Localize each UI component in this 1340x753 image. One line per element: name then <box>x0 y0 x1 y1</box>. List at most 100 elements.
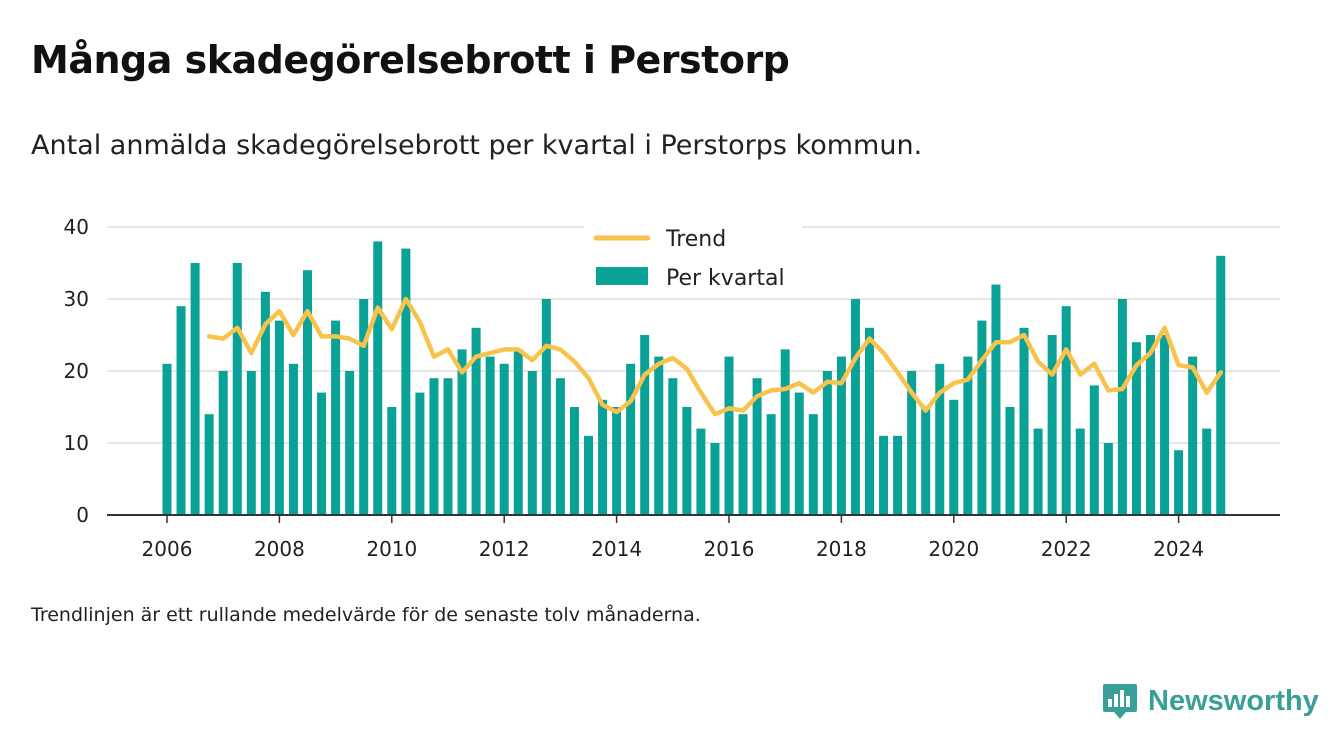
trend-line <box>206 296 1224 417</box>
bar <box>513 349 523 515</box>
brand[interactable]: Newsworthy <box>1102 682 1319 720</box>
x-tick-label: 2018 <box>816 537 867 560</box>
bar <box>865 327 874 515</box>
bar <box>331 320 341 515</box>
x-tick-label: 2014 <box>591 537 642 560</box>
bar <box>471 327 481 515</box>
chart-subtitle: Antal anmälda skadegörelsebrott per kvar… <box>31 130 923 161</box>
bar <box>794 392 804 515</box>
bar <box>1103 443 1113 515</box>
bar <box>836 356 846 515</box>
bar <box>527 371 537 515</box>
bar <box>682 407 692 515</box>
chart: 0 10 20 30 40 2006 2008 2010 2012 2014 2016 2018 20… <box>64 215 1280 560</box>
bar <box>569 407 579 515</box>
bar <box>822 371 832 515</box>
newsworthy-logo-icon <box>1103 684 1137 719</box>
bar <box>921 407 931 515</box>
bar <box>345 371 355 515</box>
bar <box>190 263 200 515</box>
bar <box>935 363 945 515</box>
bar <box>204 414 214 515</box>
bar <box>176 306 186 515</box>
bar <box>1075 428 1085 515</box>
footnote: Trendlinjen är ett rullande medelvärde f… <box>31 604 701 626</box>
bar <box>640 335 650 515</box>
bar <box>963 356 973 515</box>
y-tick-label: 10 <box>64 431 89 455</box>
bar <box>893 435 903 515</box>
bar <box>949 399 959 515</box>
bar <box>766 414 776 515</box>
bar <box>443 378 453 515</box>
bar <box>387 407 397 515</box>
bar <box>429 378 439 515</box>
bar <box>1160 335 1170 515</box>
bar <box>907 371 917 515</box>
bar <box>808 414 818 515</box>
line-series-trend <box>206 296 1224 417</box>
bar <box>1216 255 1226 516</box>
bar <box>555 378 565 515</box>
legend-background <box>584 222 802 298</box>
bar <box>710 443 720 515</box>
legend-label-per-kvartal: Per kvartal <box>666 266 785 291</box>
legend: Trend Per kvartal <box>584 222 802 298</box>
bar-series-per-kvartal <box>162 241 1226 516</box>
bar <box>654 356 664 515</box>
bar <box>415 392 425 515</box>
bar <box>541 299 551 515</box>
bar <box>1131 342 1141 515</box>
bar <box>499 363 509 515</box>
x-tick-label: 2024 <box>1153 537 1204 560</box>
bar <box>317 392 327 515</box>
x-tick-label: 2006 <box>142 537 193 560</box>
bar <box>1033 428 1043 515</box>
y-tick-label: 30 <box>64 287 89 311</box>
bar <box>1061 306 1071 515</box>
bar <box>274 320 284 515</box>
x-tick-label: 2016 <box>704 537 755 560</box>
bar <box>584 435 593 515</box>
bar <box>668 378 678 515</box>
bar <box>612 407 622 515</box>
bar <box>1117 299 1127 515</box>
bar <box>162 363 172 515</box>
bar <box>218 371 228 515</box>
bar <box>260 291 270 515</box>
bar <box>373 241 383 515</box>
bar <box>401 248 411 515</box>
bar <box>246 371 256 515</box>
x-tick-label: 2012 <box>479 537 530 560</box>
bar <box>1019 327 1029 515</box>
bar <box>288 363 298 515</box>
bar <box>303 270 312 515</box>
bar <box>485 356 495 515</box>
y-tick-label: 0 <box>76 503 89 527</box>
x-tick-label: 2008 <box>254 537 305 560</box>
bar <box>1174 450 1184 515</box>
bar <box>724 356 734 515</box>
x-tick-label: 2022 <box>1041 537 1092 560</box>
bar <box>780 349 790 515</box>
y-tick-label: 40 <box>64 215 89 239</box>
bar <box>1089 385 1099 515</box>
bar <box>359 299 369 515</box>
brand-name: Newsworthy <box>1148 684 1319 717</box>
bar <box>1005 407 1015 515</box>
x-tick-label: 2020 <box>928 537 979 560</box>
y-tick-label: 20 <box>64 359 89 383</box>
bar <box>977 320 987 515</box>
bar <box>1146 335 1155 515</box>
legend-swatch-per-kvartal <box>596 267 648 285</box>
bar <box>598 399 608 515</box>
legend-label-trend: Trend <box>665 227 726 252</box>
x-tick-label: 2010 <box>366 537 417 560</box>
bar <box>1188 356 1198 515</box>
bar <box>457 349 467 515</box>
bar <box>626 363 636 515</box>
bar <box>1047 335 1057 515</box>
bar <box>232 263 242 515</box>
chart-title: Många skadegörelsebrott i Perstorp <box>31 38 790 82</box>
bar <box>1202 428 1212 515</box>
